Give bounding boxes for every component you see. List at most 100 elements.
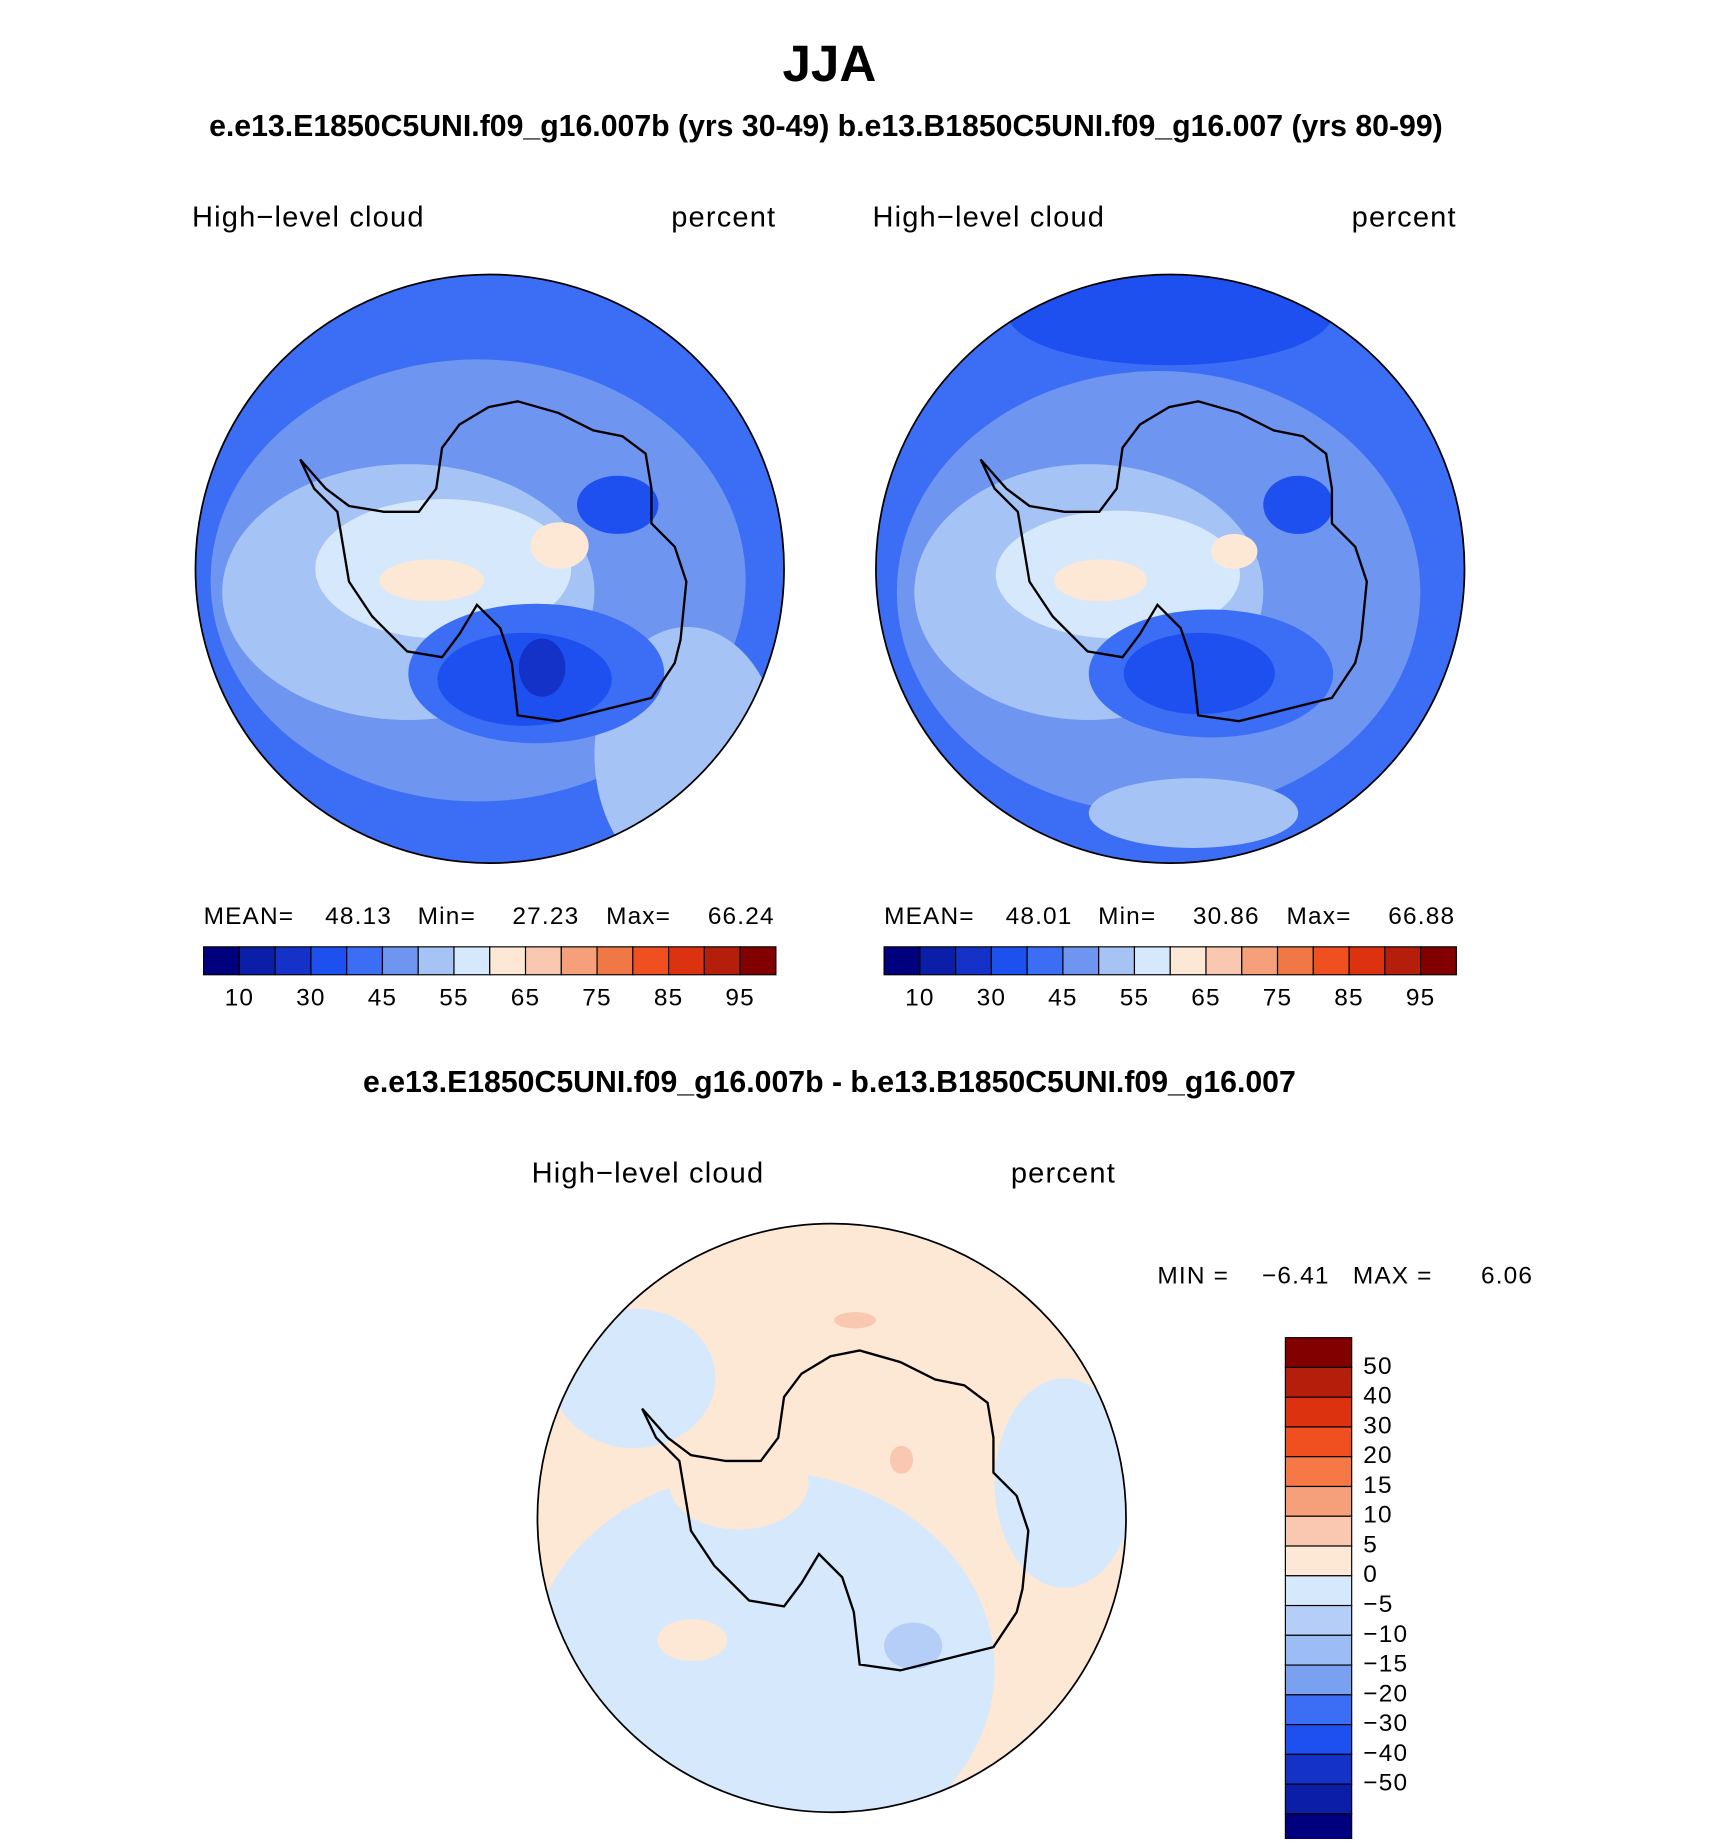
stat-value: 48.13 <box>325 903 392 930</box>
colorbar-box <box>990 946 1028 976</box>
colorbar-box <box>346 946 384 976</box>
left-label: High−level cloud <box>872 201 1105 233</box>
colorbar-box <box>1284 1485 1353 1517</box>
colorbar-box <box>668 946 705 976</box>
colorbar-label: 0 <box>1363 1561 1378 1588</box>
colorbar-label: −40 <box>1363 1740 1408 1767</box>
colorbar-box <box>1284 1396 1353 1428</box>
colorbar-box <box>560 946 598 976</box>
contour <box>1263 475 1334 534</box>
colorbar-label: 15 <box>1363 1472 1392 1499</box>
stat-value: 66.24 <box>708 903 775 930</box>
contour <box>552 1308 716 1449</box>
right-label: percent <box>1011 1157 1116 1189</box>
colorbar-box <box>1284 1634 1353 1666</box>
map-border <box>194 273 785 864</box>
left-label: High−level cloud <box>532 1157 765 1189</box>
colorbar-box <box>1241 946 1279 976</box>
stat-value: −6.41 <box>1262 1263 1330 1290</box>
contour <box>1007 274 1334 366</box>
colorbar-box <box>453 946 491 976</box>
colorbar-box <box>1384 946 1422 976</box>
contour <box>889 1445 914 1474</box>
colorbar-label: 5 <box>1363 1531 1378 1558</box>
colorbar-box <box>524 946 562 976</box>
colorbar-box <box>1098 946 1136 976</box>
colorbar-label: 75 <box>582 985 611 1012</box>
colorbar-box <box>1062 946 1100 976</box>
subtitle: e.e13.E1850C5UNI.f09_g16.007b (yrs 30-49… <box>209 110 1443 143</box>
colorbar-box <box>739 946 777 976</box>
colorbar-label: 95 <box>1406 985 1435 1012</box>
colorbar-label: −50 <box>1363 1770 1408 1797</box>
colorbar-label: 95 <box>725 985 754 1012</box>
colorbar-box <box>489 946 527 976</box>
colorbar-box <box>381 946 419 976</box>
stat-value: 66.88 <box>1388 903 1455 930</box>
colorbar-label: 85 <box>1334 985 1363 1012</box>
stat-label: Max= <box>606 903 671 930</box>
contour <box>834 1312 876 1329</box>
colorbar-label: 50 <box>1363 1353 1392 1380</box>
colorbar-box <box>1284 1426 1353 1458</box>
colorbar-label: 20 <box>1363 1442 1392 1469</box>
colorbar-box <box>1284 1783 1353 1815</box>
colorbar-label: −5 <box>1363 1591 1393 1618</box>
colorbar-label: 10 <box>1363 1502 1392 1529</box>
map-panel-1 <box>194 273 785 864</box>
colorbar-box <box>883 946 921 976</box>
colorbar-box <box>203 946 240 976</box>
colorbar-box <box>1284 1753 1353 1785</box>
colorbar-label: 85 <box>654 985 683 1012</box>
contour <box>1210 533 1258 569</box>
colorbar-label: 75 <box>1263 985 1292 1012</box>
colorbar-label: 10 <box>905 985 934 1012</box>
contour <box>1123 632 1275 715</box>
stat-label: MEAN= <box>884 903 975 930</box>
colorbar-box <box>632 946 670 976</box>
contour <box>994 1378 1127 1588</box>
colorbar-label: −20 <box>1363 1680 1408 1707</box>
colorbar-box <box>1205 946 1243 976</box>
colorbar-box <box>1284 1545 1353 1577</box>
stat-label: MAX = <box>1353 1263 1433 1290</box>
colorbar-box <box>1420 946 1457 976</box>
colorbar-box <box>1284 1813 1353 1844</box>
colorbar-label: 30 <box>977 985 1006 1012</box>
colorbar-box <box>955 946 992 976</box>
left-label: High−level cloud <box>192 201 425 233</box>
stat-label: Max= <box>1287 903 1352 930</box>
colorbar-box <box>1284 1515 1353 1547</box>
colorbar-label: 30 <box>296 985 325 1012</box>
stat-label: MEAN= <box>204 903 295 930</box>
colorbar-box <box>596 946 634 976</box>
colorbar-label: 65 <box>1191 985 1220 1012</box>
contour <box>1088 778 1299 848</box>
colorbar-label: 40 <box>1363 1383 1392 1410</box>
colorbar-box <box>1284 1694 1353 1726</box>
title: JJA <box>782 35 876 92</box>
colorbar-box <box>1284 1575 1353 1607</box>
colorbar-label: 10 <box>225 985 254 1012</box>
colorbar-box <box>1169 946 1207 976</box>
colorbar-box <box>310 946 348 976</box>
colorbar-label: −15 <box>1363 1651 1408 1678</box>
map-border <box>875 273 1466 864</box>
colorbar-box <box>1312 946 1350 976</box>
stat-label: MIN = <box>1157 1263 1229 1290</box>
stat-value: 30.86 <box>1193 903 1260 930</box>
colorbar-label: 65 <box>511 985 540 1012</box>
contour <box>1053 559 1147 602</box>
colorbar-box <box>1026 946 1064 976</box>
colorbar-box <box>1133 946 1171 976</box>
colorbar-label: 55 <box>439 985 468 1012</box>
contour <box>657 1619 728 1662</box>
colorbar-box <box>274 946 312 976</box>
colorbar-label: 45 <box>368 985 397 1012</box>
stat-value: 6.06 <box>1481 1263 1533 1290</box>
difference-title: e.e13.E1850C5UNI.f09_g16.007b - b.e13.B1… <box>363 1066 1296 1099</box>
colorbar-label: −30 <box>1363 1710 1408 1737</box>
colorbar-box <box>1284 1337 1353 1369</box>
